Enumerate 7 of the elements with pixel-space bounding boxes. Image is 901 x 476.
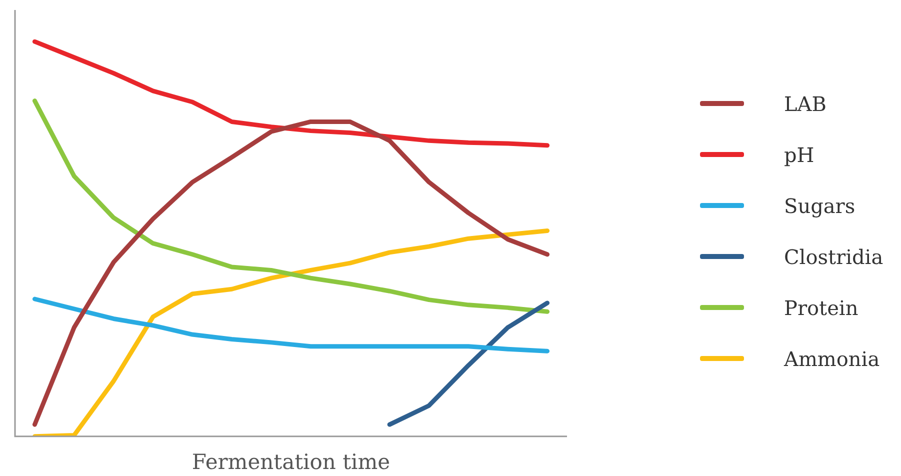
legend-label: Clostridia — [784, 244, 884, 268]
legend-label: Ammonia — [784, 346, 880, 370]
legend-label: LAB — [784, 92, 826, 116]
legend-label: Sugars — [784, 194, 856, 218]
x-axis-title: Fermentation time — [192, 450, 390, 474]
legend-label: pH — [784, 142, 814, 166]
legend-label: Protein — [784, 296, 858, 320]
